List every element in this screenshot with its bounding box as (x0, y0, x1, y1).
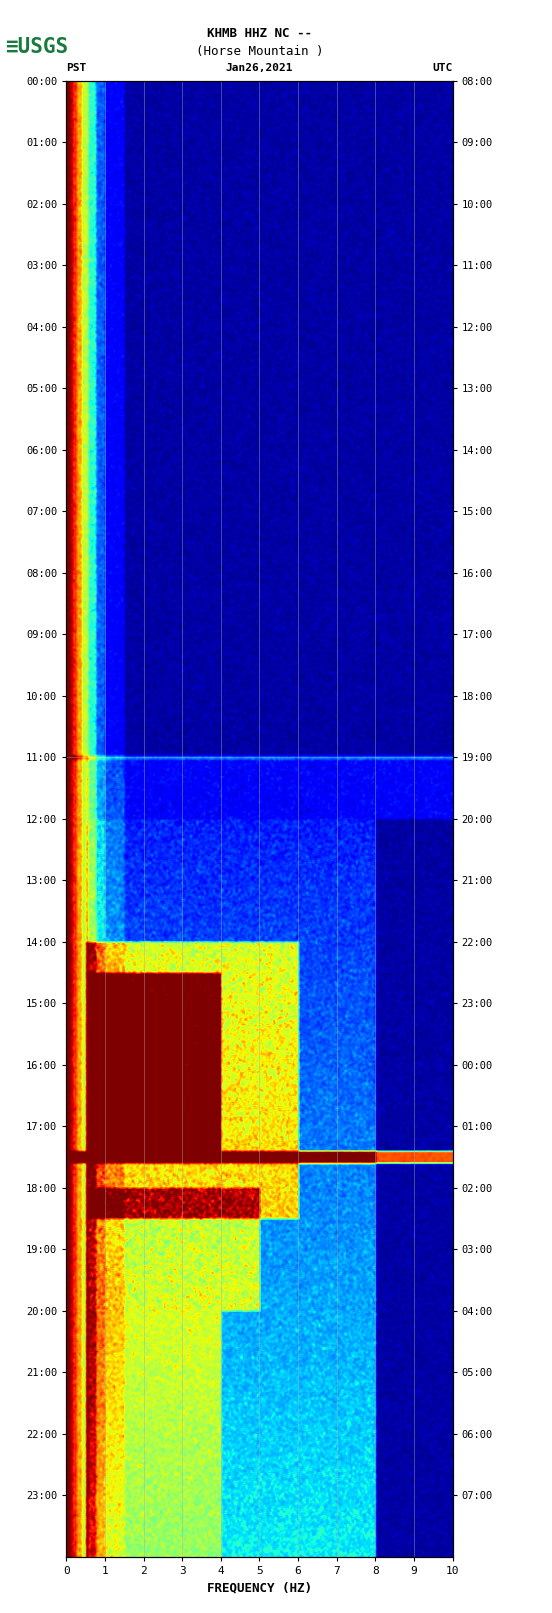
Text: Jan26,2021: Jan26,2021 (226, 63, 293, 73)
X-axis label: FREQUENCY (HZ): FREQUENCY (HZ) (207, 1581, 312, 1594)
Text: (Horse Mountain ): (Horse Mountain ) (196, 45, 323, 58)
Text: PST: PST (66, 63, 87, 73)
Text: KHMB HHZ NC --: KHMB HHZ NC -- (207, 27, 312, 40)
Text: UTC: UTC (432, 63, 453, 73)
Text: ≡USGS: ≡USGS (6, 37, 68, 56)
